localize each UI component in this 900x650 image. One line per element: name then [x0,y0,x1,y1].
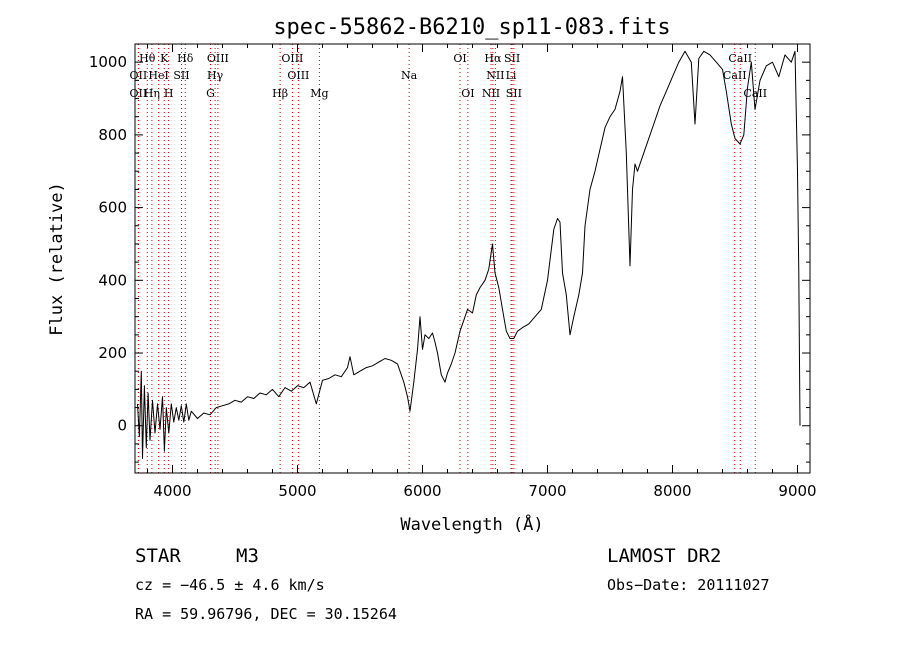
y-tick-label: 800 [98,126,127,144]
y-tick-label: 1000 [89,53,127,71]
object-subclass: M3 [236,545,259,567]
survey-name: LAMOST DR2 [607,545,721,567]
spectral-line-label: Mg [310,87,328,100]
y-tick-label: 0 [117,417,127,435]
redshift-text: cz = −46.5 ± 4.6 km/s [135,576,325,594]
spectral-line-label: NII [486,69,504,82]
spectral-line-label: SII [173,69,189,82]
spectral-line-label: OIII [207,52,229,65]
x-tick-label: 9000 [778,482,816,500]
spectral-line-label: G [206,87,215,100]
spectral-line-label: Hα [484,52,502,65]
spectral-line-label: Hγ [207,69,224,82]
object-class: STAR [135,545,181,567]
obs-date-text: Obs−Date: 20111027 [607,576,770,594]
x-tick-label: 5000 [278,482,316,500]
coordinates-text: RA = 59.96796, DEC = 30.15264 [135,605,397,623]
spectral-line-label: OI [453,52,466,65]
spectral-line-label: OII [130,69,148,82]
spectral-line-label: SII [506,87,522,100]
chart-title: spec-55862-B6210_sp11-083.fits [273,15,670,40]
y-tick-label: 400 [98,271,127,289]
spectral-line-label: Li [506,69,517,82]
spectral-line-label: K [160,52,169,65]
x-tick-label: 7000 [528,482,566,500]
spectral-line-label: Hβ [272,87,288,100]
spectral-line-label: CaII [743,87,767,100]
x-axis-label: Wavelength (Å) [400,513,543,535]
spectral-line-label: OI [461,87,474,100]
x-tick-label: 6000 [403,482,441,500]
x-tick-label: 4000 [153,482,191,500]
y-axis-label: Flux (relative) [47,182,67,336]
spectral-line-label: HeI [148,69,168,82]
spectral-line-label: OII [130,87,148,100]
spectral-line-label: Hθ [139,52,156,65]
spectral-line-label: OIII [281,52,303,65]
y-tick-label: 600 [98,199,127,217]
spectral-line-label: OIII [287,69,309,82]
y-tick-label: 200 [98,344,127,362]
spectrum-line [137,50,801,459]
spectral-line-label: H [164,87,174,100]
plot-frame [134,43,811,474]
spectral-line-label: CaII [723,69,747,82]
spectral-line-label: CaII [728,52,752,65]
spectral-line-label: Na [401,69,418,82]
spectral-line-label: Hη [144,87,160,100]
spectral-line-label: Hδ [177,52,194,65]
spectral-line-label: NII [482,87,500,100]
x-tick-label: 8000 [653,482,691,500]
spectral-line-label: SII [504,52,520,65]
